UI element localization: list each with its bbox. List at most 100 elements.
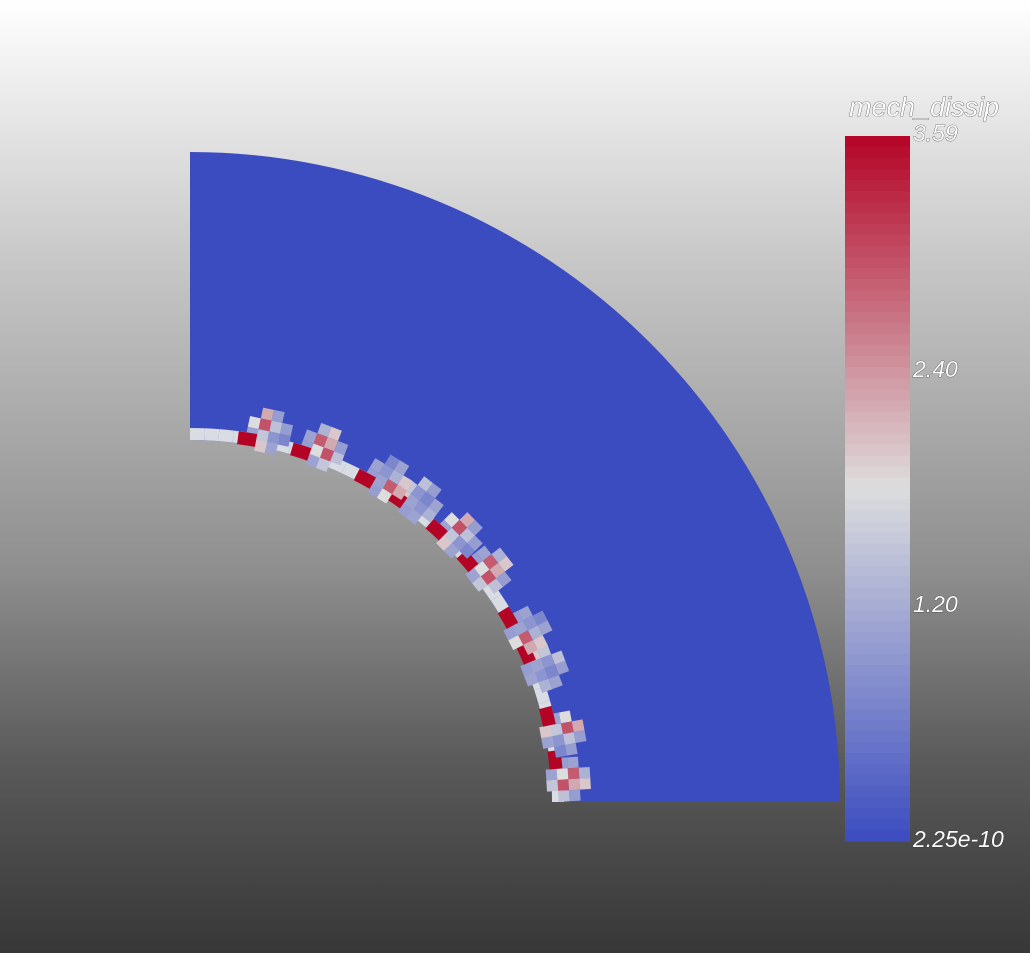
colorbar-swatch [845,389,910,401]
hotspot-cell [264,442,278,456]
hotspot-cell [578,766,591,779]
max-dissipation-cell [497,606,519,629]
hotspot-cell [544,664,559,679]
hotspot-cell [562,732,576,745]
colorbar-swatch [845,169,910,181]
hotspot-cell [556,768,569,780]
colorbar-swatch [845,818,910,831]
hotspot-cell [260,407,274,421]
hotspot-cell [277,433,291,447]
hotspot-cell [530,658,545,673]
hotspot-cell [491,547,507,563]
hotspot-cell [247,416,261,430]
max-dissipation-cell [456,549,479,573]
hotspot-cell [406,509,422,525]
hotspot-cell [373,473,389,489]
max-dissipation-cell [353,468,377,489]
hotspot-cell [253,439,267,453]
colorbar-swatch [845,576,910,589]
band-cell [490,594,509,613]
hotspot-cell [508,635,524,651]
hotspot-cell [378,463,395,480]
colorbar-swatch [845,213,910,225]
band-cell [218,429,234,443]
colorbar-swatch [845,521,910,534]
max-dissipation-cell [425,518,448,541]
colorbar-swatch [845,290,910,302]
colorbar-swatch [845,763,910,776]
hotspot-cell [567,767,580,780]
hotspot-cell [410,485,427,501]
colorbar-swatch [845,708,910,721]
colorbar-swatch [845,433,910,446]
hotspot-cell [391,484,408,500]
colorbar-swatch [845,697,910,710]
hotspot-cell [489,562,505,579]
colorbar-swatch [845,719,910,732]
hotspot-cluster [299,422,349,472]
hotspot-cell [397,475,413,491]
hotspot-cell [376,488,392,504]
colorbar-swatch [845,180,910,192]
colorbar-tick-label: 1.20 [913,591,958,617]
hotspot-cell [482,554,499,570]
hotspot-cell [564,743,578,756]
colorbar-swatch [845,609,910,622]
quarter-annulus-field [190,152,840,802]
colorbar-title: mech_dissip [849,92,999,122]
hotspot-cell [419,491,436,508]
colorbar-swatch [845,378,910,390]
hotspot-cell [503,625,519,641]
hotspot-cell [480,569,497,586]
colorbar-swatch [845,642,910,655]
hotspot-cell [527,625,543,641]
hotspot-cell [421,507,438,523]
colorbar-swatch [845,455,910,468]
hotspot-cell [472,576,488,592]
band-cell [190,428,205,441]
hotspot-cell [513,620,528,636]
hotspot-cell [522,615,538,631]
colorbar-swatch [845,796,910,809]
hotspot-cluster [545,756,591,802]
colorbar-swatch [845,620,910,633]
colorbar-swatch [845,741,910,754]
hotspot-cell [534,668,549,683]
band-cell [482,582,501,601]
hotspot-cell [518,630,533,646]
colorbar-swatch [845,224,910,236]
hotspot-cluster [520,644,570,693]
hotspot-cell [579,777,591,790]
colorbar-swatch [845,400,910,412]
hotspot-cell [280,422,294,436]
colorbar-swatch [845,257,910,269]
hotspot-cell [517,605,533,621]
hotspot-cell [369,458,385,474]
hotspot-cell [451,535,468,552]
hotspot-cell [330,451,345,466]
hotspot-cell [524,672,539,687]
quarter-annulus-mesh [190,152,840,802]
hotspot-cell [394,460,410,476]
colorbar-swatch [845,829,910,842]
max-dissipation-cell [237,431,258,447]
hotspot-cell [269,420,283,434]
hotspot-cell [550,723,563,737]
hotspot-cell [520,662,535,677]
hotspot-cell [412,500,429,516]
hotspot-cell [546,779,558,792]
hotspot-cell [443,512,460,528]
colorbar-swatch [845,334,910,346]
colorbar-swatch [845,136,910,148]
band-cell [204,428,220,442]
colorbar-swatch [845,499,910,512]
colorbar-swatch [845,279,910,291]
max-dissipation-cell [516,642,536,665]
hotspot-cell [467,535,483,552]
colorbar: mech_dissip 3.59 2.40 1.20 2.25e-10 [845,92,1004,852]
colorbar-swatch [845,587,910,600]
hotspot-cell [305,453,320,468]
hotspot-cell [256,429,270,443]
dissipation-hotspots [237,407,591,802]
